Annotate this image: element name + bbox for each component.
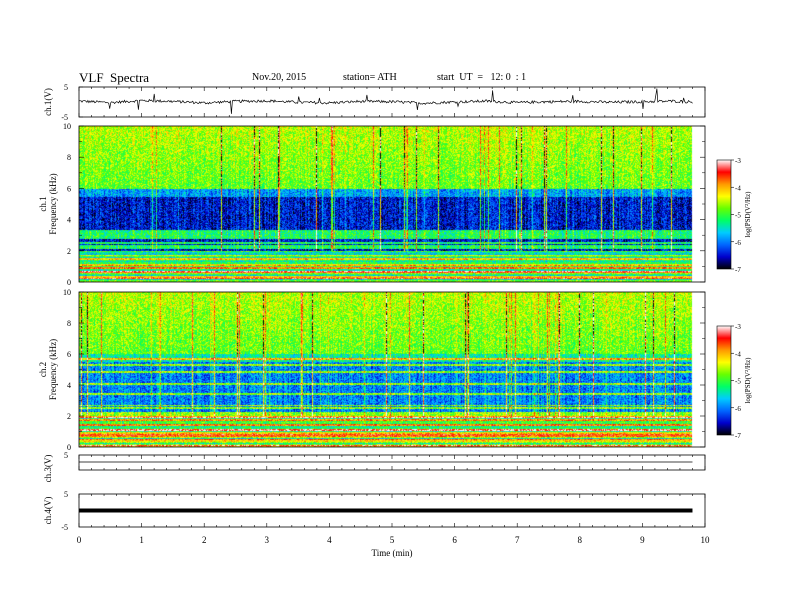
- x-tick-label: 3: [265, 535, 270, 545]
- y-tick-label: 6: [67, 350, 71, 359]
- y-tick-label: 5: [64, 451, 68, 460]
- y-tick-label: 5: [64, 490, 68, 499]
- y-tick-label: 4: [67, 381, 71, 390]
- ch2-spectrogram-ylabel: Frequency (kHz): [48, 339, 58, 400]
- ch1-spectrogram-colorbar-label: log(PSD(V²/Hz): [744, 191, 752, 238]
- ch2-spectrogram-canvas: [79, 292, 705, 447]
- ch1-spectrogram-canvas: [79, 126, 705, 282]
- ch4-voltage-ylabel: ch.4(V): [43, 497, 53, 525]
- ch2-spectrogram-colorbar-label: log(PSD(V²/Hz): [744, 357, 752, 404]
- x-tick-label: 1: [139, 535, 144, 545]
- y-tick-label: 10: [63, 122, 71, 131]
- ch1-spectrogram-image: [79, 126, 705, 282]
- ch1-spectrogram-ylabel: ch.1: [38, 196, 48, 211]
- x-tick-label: 5: [390, 535, 395, 545]
- x-axis-label: Time (min): [372, 548, 413, 558]
- ch2-spectrogram-colorbar: [716, 325, 732, 436]
- y-tick-label: 6: [67, 184, 71, 193]
- y-tick-label: 5: [64, 83, 68, 92]
- x-tick-label: 0: [77, 535, 82, 545]
- colorbar-tick-label: -6: [735, 239, 741, 247]
- x-tick-label: 4: [327, 535, 332, 545]
- x-tick-label: 6: [452, 535, 457, 545]
- x-tick-label: 10: [701, 535, 711, 545]
- figure-title: VLF Spectra: [79, 70, 150, 85]
- colorbar-tick-label: -6: [735, 405, 741, 413]
- y-tick-label: 0: [67, 443, 71, 452]
- y-tick-label: 10: [63, 288, 71, 297]
- y-tick-label: 2: [67, 247, 71, 256]
- ch1-voltage-ylabel: ch.1(V): [43, 88, 53, 116]
- y-tick-label: 8: [67, 319, 71, 328]
- colorbar-tick-label: -4: [735, 184, 741, 192]
- colorbar-tick-label: -7: [735, 266, 741, 274]
- x-tick-label: 9: [640, 535, 645, 545]
- date-label: Nov.20, 2015: [252, 72, 307, 83]
- y-tick-label: -5: [61, 523, 68, 532]
- start-ut-label: start UT = 12: 0 : 1: [437, 72, 527, 83]
- ch1-spectrogram-ylabel: Frequency (kHz): [48, 173, 58, 234]
- y-tick-label: 0: [67, 278, 71, 287]
- colorbar-tick-label: -4: [735, 350, 741, 358]
- x-tick-label: 7: [515, 535, 520, 545]
- ch2-spectrogram-image: [79, 292, 705, 447]
- y-tick-label: 2: [67, 412, 71, 421]
- y-tick-label: -5: [61, 113, 68, 122]
- x-tick-label: 2: [202, 535, 207, 545]
- x-tick-label: 8: [578, 535, 583, 545]
- ch1-spectrogram-colorbar: [716, 159, 732, 270]
- colorbar-tick-label: -5: [735, 212, 741, 220]
- y-tick-label: 4: [67, 216, 71, 225]
- colorbar-tick-label: -3: [735, 323, 741, 331]
- colorbar-tick-label: -3: [735, 157, 741, 165]
- station-label: station= ATH: [343, 72, 397, 83]
- colorbar-tick-label: -7: [735, 432, 741, 440]
- ch1-voltage-trace: [78, 88, 693, 114]
- colorbar-tick-label: -5: [735, 378, 741, 386]
- ch3-voltage-ylabel: ch.3(V): [43, 455, 53, 483]
- y-tick-label: 8: [67, 153, 71, 162]
- ch2-spectrogram-ylabel: ch.2: [38, 362, 48, 377]
